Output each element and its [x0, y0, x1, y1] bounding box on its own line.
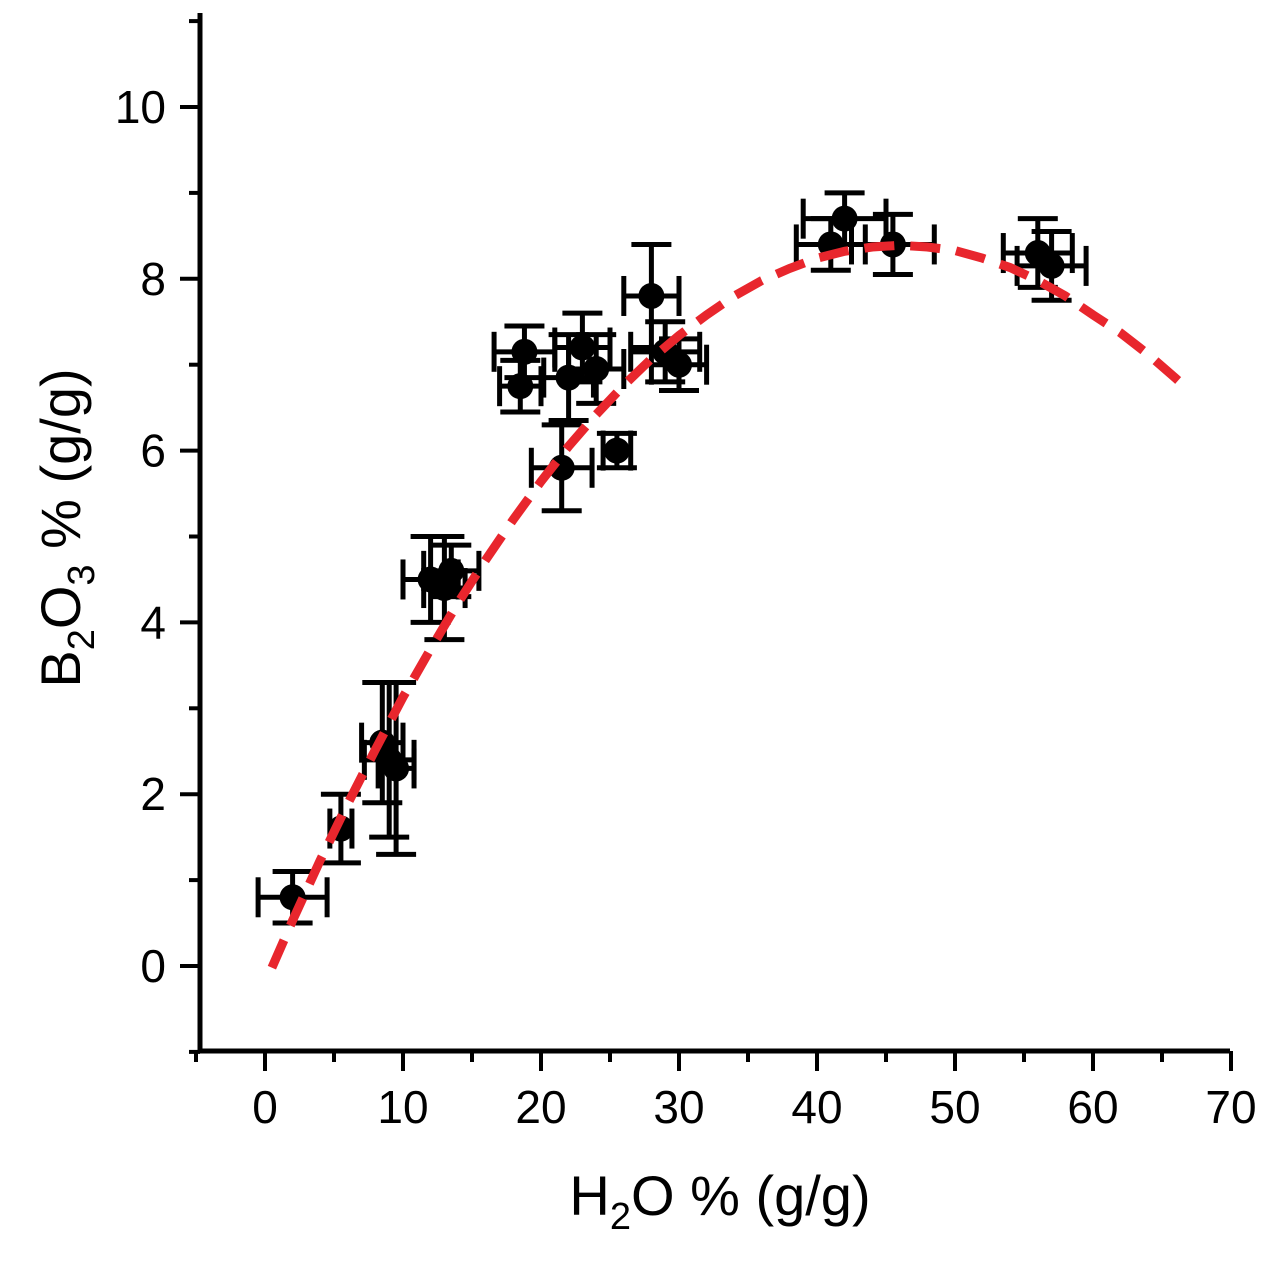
data-point — [666, 351, 692, 378]
error-bars — [255, 190, 1089, 926]
y-tick-label: 6 — [140, 425, 166, 477]
data-point — [507, 373, 534, 400]
x-tick-label: 0 — [252, 1081, 278, 1133]
data-point — [638, 282, 665, 309]
data-point — [603, 437, 630, 464]
x-tick-label: 10 — [377, 1081, 428, 1133]
data-point — [438, 557, 465, 584]
y-tick-label: 10 — [115, 81, 166, 133]
data-points — [279, 205, 1065, 911]
y-tick-label: 2 — [140, 768, 166, 820]
fit-curve — [267, 240, 1193, 970]
data-point — [569, 334, 596, 361]
y-tick-label: 8 — [140, 253, 166, 305]
y-axis-label: B2O3 % (g/g) — [29, 368, 103, 687]
x-tick-label: 70 — [1205, 1081, 1256, 1133]
tick-labels: 0 10 20 30 40 50 60 70 0 2 4 6 8 10 — [115, 81, 1257, 1133]
data-point — [383, 755, 410, 782]
y-tick-label: 0 — [140, 940, 166, 992]
axes — [197, 13, 1230, 1054]
ticks — [180, 19, 1233, 1071]
y-tick-label: 4 — [140, 596, 166, 648]
x-tick-label: 20 — [515, 1081, 566, 1133]
x-tick-label: 30 — [653, 1081, 704, 1133]
data-point — [555, 364, 582, 391]
x-axis-label: H2O % (g/g) — [569, 1164, 870, 1238]
data-point — [511, 338, 538, 365]
data-point — [1038, 252, 1065, 279]
x-tick-label: 60 — [1067, 1081, 1118, 1133]
x-tick-label: 40 — [791, 1081, 842, 1133]
data-point — [583, 355, 610, 382]
data-point — [831, 205, 858, 232]
x-tick-label: 50 — [929, 1081, 980, 1133]
